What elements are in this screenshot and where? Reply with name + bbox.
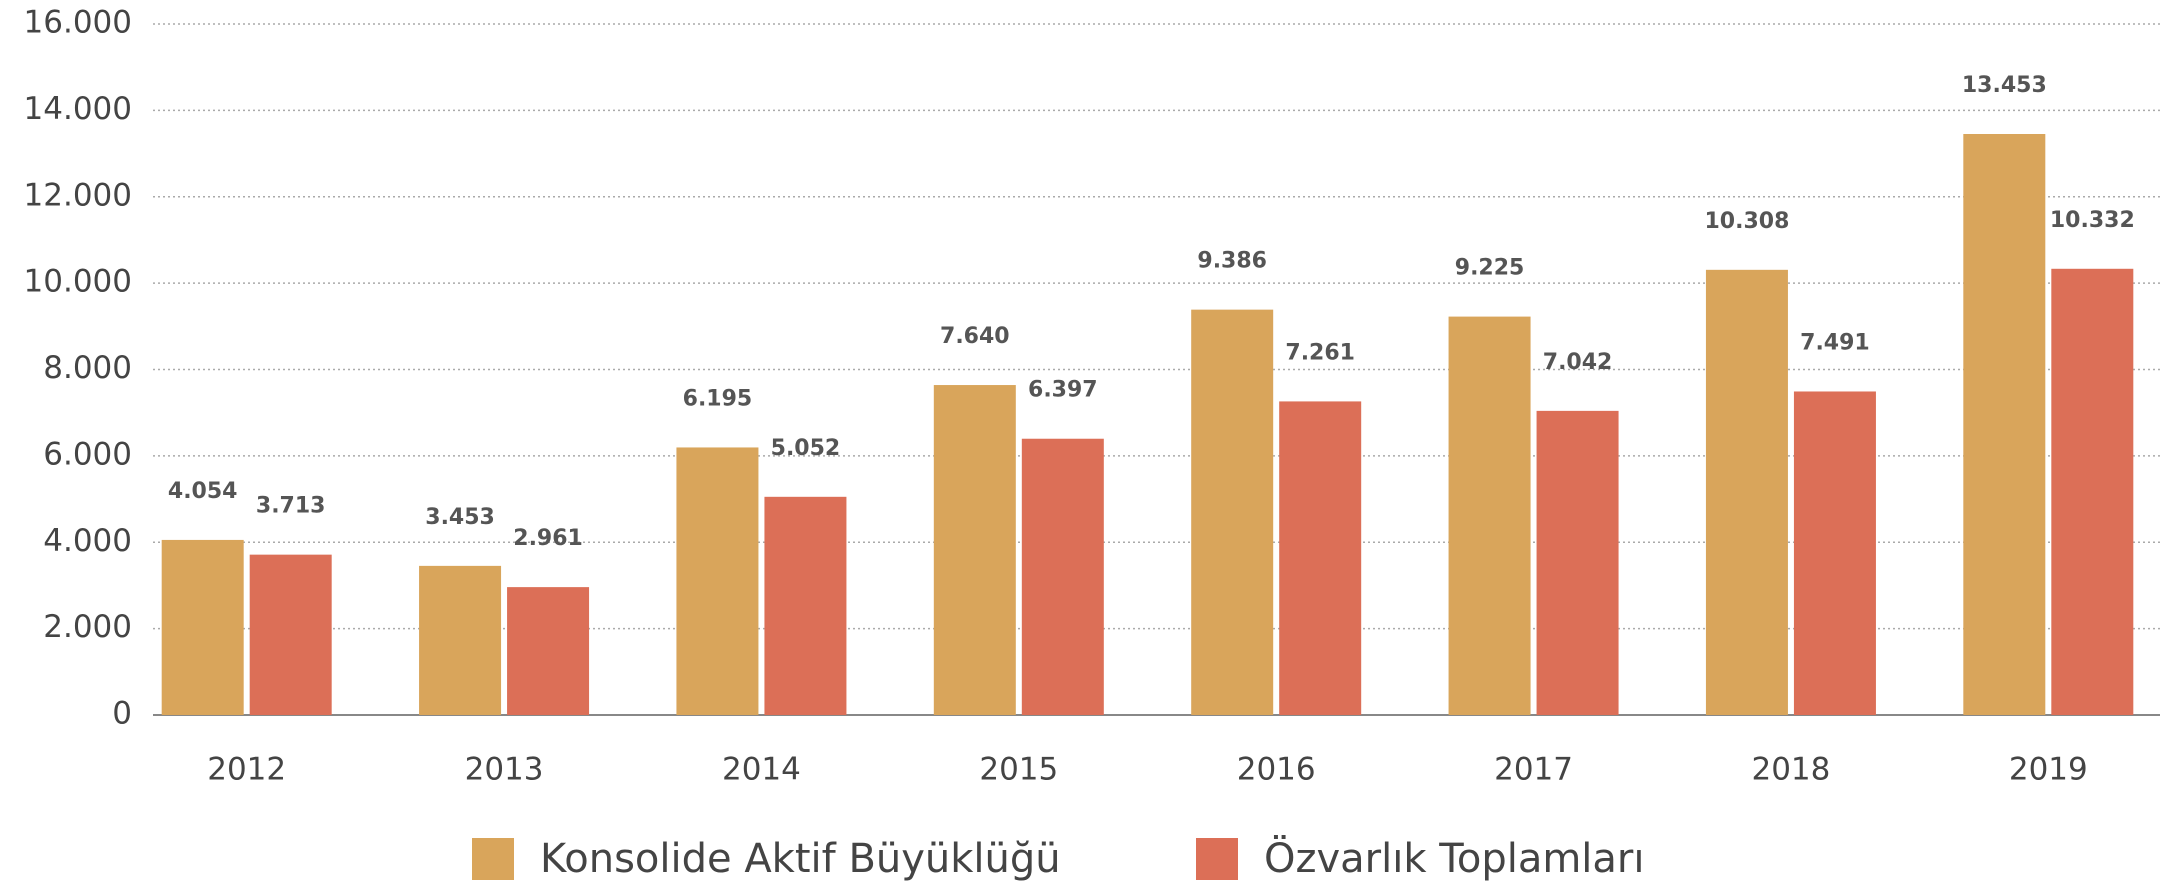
y-tick-label: 0	[112, 696, 132, 732]
value-label: 3.453	[425, 505, 495, 530]
x-tick-label: 2016	[1237, 752, 1316, 788]
bar	[1963, 133, 2046, 716]
y-tick-label: 2.000	[43, 609, 132, 645]
value-label: 6.397	[1028, 378, 1098, 403]
x-tick-label: 2017	[1494, 752, 1573, 788]
legend-label: Özvarlık Toplamları	[1264, 834, 1645, 882]
value-label: 10.332	[2050, 208, 2135, 233]
bar	[1021, 438, 1104, 715]
value-label: 13.453	[1962, 73, 2047, 98]
y-tick-label: 6.000	[43, 436, 132, 472]
y-tick-label: 10.000	[24, 264, 132, 300]
value-label: 7.042	[1543, 350, 1613, 375]
value-label: 6.195	[683, 386, 753, 411]
y-tick-label: 4.000	[43, 523, 132, 559]
bar	[1793, 391, 1876, 715]
value-label: 9.386	[1197, 249, 1267, 274]
bar	[1536, 410, 1619, 715]
value-label: 7.640	[940, 324, 1010, 349]
x-tick-label: 2019	[2009, 752, 2088, 788]
y-tick-label: 14.000	[24, 91, 132, 127]
x-tick-label: 2014	[722, 752, 801, 788]
legend-label: Konsolide Aktif Büyüklüğü	[540, 836, 1061, 882]
x-tick-label: 2015	[979, 752, 1058, 788]
value-label: 2.961	[513, 526, 583, 551]
value-label: 7.261	[1285, 340, 1355, 365]
x-tick-label: 2012	[207, 752, 286, 788]
bar	[676, 447, 759, 715]
legend-swatch	[1196, 838, 1238, 880]
bar	[419, 565, 502, 715]
bar	[1705, 269, 1788, 715]
value-label: 7.491	[1800, 330, 1870, 355]
bar	[1279, 401, 1362, 715]
bar	[933, 385, 1016, 715]
bar	[764, 496, 847, 715]
bar	[507, 587, 590, 715]
legend-swatch	[472, 838, 514, 880]
value-label: 4.054	[168, 479, 238, 504]
y-tick-label: 16.000	[24, 5, 132, 41]
x-tick-label: 2013	[465, 752, 544, 788]
value-label: 5.052	[771, 436, 841, 461]
value-label: 3.713	[256, 494, 326, 519]
value-label: 9.225	[1455, 256, 1525, 281]
y-tick-label: 8.000	[43, 350, 132, 386]
bar	[1448, 316, 1531, 715]
value-label: 10.308	[1704, 209, 1789, 234]
bar	[1191, 309, 1274, 715]
bar	[249, 554, 332, 715]
y-tick-label: 12.000	[24, 177, 132, 213]
bar	[2051, 268, 2134, 715]
x-tick-label: 2018	[1751, 752, 1830, 788]
bar	[161, 539, 244, 715]
